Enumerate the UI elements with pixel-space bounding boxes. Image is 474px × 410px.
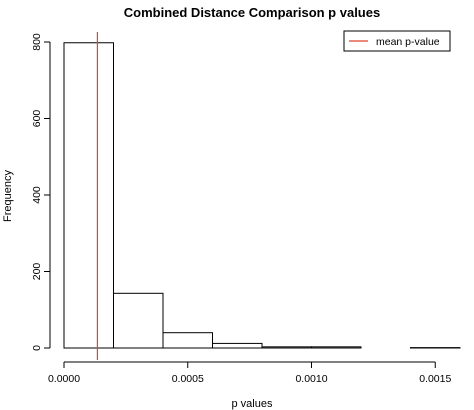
- y-tick-label: 400: [31, 186, 43, 204]
- histogram-bar: [63, 42, 114, 349]
- y-tick-label: 600: [31, 110, 43, 128]
- y-tick-label: 200: [31, 263, 43, 281]
- x-tick-label: 0.0005: [172, 373, 204, 385]
- legend-label: mean p-value: [376, 36, 440, 48]
- histogram-bar: [212, 342, 263, 349]
- y-tick-label: 0: [31, 345, 43, 351]
- x-tick-label: 0.0000: [48, 373, 80, 385]
- x-axis-label: p values: [232, 398, 273, 410]
- y-axis-label: Frequency: [2, 170, 14, 222]
- x-tick-label: 0.0015: [419, 373, 451, 385]
- histogram-bar: [261, 346, 312, 349]
- y-axis: 0 200 400 600 800: [31, 33, 51, 351]
- x-axis: 0.0000 0.0005 0.0010 0.0015: [48, 361, 451, 385]
- histogram-bar: [162, 332, 213, 349]
- histogram-bar: [113, 292, 164, 349]
- histogram-bar: [311, 346, 362, 349]
- legend: mean p-value: [343, 30, 451, 52]
- y-tick-label: 800: [31, 33, 43, 51]
- chart-title: Combined Distance Comparison p values: [124, 5, 380, 20]
- histogram-bars: [63, 42, 461, 349]
- x-tick-label: 0.0010: [295, 373, 327, 385]
- legend-box: [343, 30, 451, 52]
